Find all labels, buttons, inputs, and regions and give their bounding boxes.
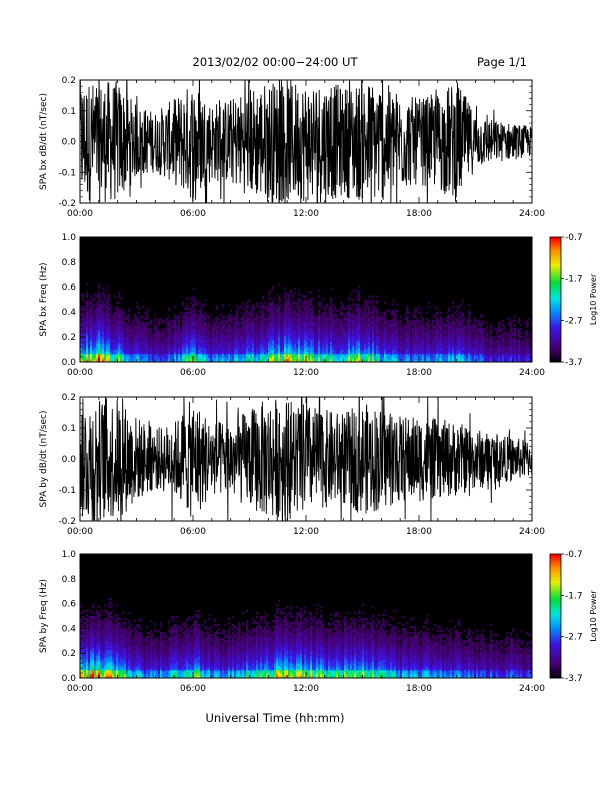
x-tick-label: 24:00 (519, 684, 545, 694)
y-axis-label: SPA by dB/dt (nT/sec) (39, 411, 49, 508)
y-tick-label: 0.8 (62, 258, 77, 268)
y-axis-label: SPA by Freq (Hz) (39, 579, 49, 653)
colorbar: -0.7 -1.7 -2.7 -3.7 Log10 Power (550, 550, 598, 684)
by-dbdt-panel: 0.2 0.1 0.0 -0.1 -0.2 SPA by dB/dt (nT/sec) 00… (39, 369, 545, 568)
x-axis-label: Universal Time (hh:mm) (205, 711, 344, 725)
x-tick-label: 18:00 (406, 527, 432, 537)
colorbar-tick-label: -0.7 (565, 550, 583, 560)
colorbar-tick-label: -3.7 (565, 674, 583, 684)
y-tick-label: 0.1 (62, 107, 76, 117)
x-tick-label: 18:00 (406, 209, 432, 219)
x-tick-label: 06:00 (180, 368, 206, 378)
colorbar: -0.7 -1.7 -2.7 -3.7 Log10 Power (550, 233, 598, 368)
x-tick-label: 24:00 (519, 209, 545, 219)
y-tick-label: 0.8 (62, 575, 77, 585)
y-tick-label: 0.4 (62, 624, 77, 634)
page-title: 2013/02/02 00:00−24:00 UT (193, 55, 359, 69)
x-tick-label: 12:00 (293, 209, 319, 219)
y-tick-label: 0.0 (62, 358, 77, 368)
by-spectrogram-panel: -0.7 -1.7 -2.7 -3.7 Log10 Power 1.0 0.8 0.6 0.4 0… (39, 550, 598, 694)
x-tick-label: 00:00 (67, 684, 93, 694)
x-tick-label: 24:00 (519, 527, 545, 537)
y-tick-label: -0.1 (58, 486, 76, 496)
colorbar-tick-label: -1.7 (565, 591, 583, 601)
colorbar-label: Log10 Power (589, 590, 598, 642)
bx-spectrogram-panel: -0.7 -1.7 -2.7 -3.7 Log10 Power 1.0 0.8 0.6 0.4 0… (39, 233, 598, 378)
x-tick-label: 12:00 (293, 368, 319, 378)
y-tick-label: 0.6 (62, 283, 77, 293)
x-tick-label: 06:00 (180, 527, 206, 537)
x-tick-label: 00:00 (67, 527, 93, 537)
page-number: Page 1/1 (477, 55, 527, 69)
y-tick-label: 0.0 (62, 138, 77, 148)
y-tick-label: -0.1 (58, 168, 76, 178)
y-tick-label: -0.2 (58, 199, 76, 209)
x-tick-label: 06:00 (180, 209, 206, 219)
colorbar-tick-label: -3.7 (565, 358, 583, 368)
y-axis-label: SPA bx Freq (Hz) (39, 262, 49, 336)
y-tick-label: 0.2 (62, 333, 76, 343)
y-tick-label: 0.0 (62, 674, 77, 684)
x-tick-label: 06:00 (180, 684, 206, 694)
y-axis-label: SPA bx dB/dt (nT/sec) (39, 93, 49, 190)
y-tick-label: 1.0 (62, 233, 77, 243)
x-tick-label: 00:00 (67, 368, 93, 378)
y-tick-label: 0.1 (62, 424, 76, 434)
colorbar-tick-label: -2.7 (565, 633, 583, 643)
x-tick-label: 18:00 (406, 684, 432, 694)
x-tick-label: 00:00 (67, 209, 93, 219)
y-tick-label: 1.0 (62, 550, 77, 560)
y-tick-label: 0.2 (62, 649, 76, 659)
colorbar-tick-label: -2.7 (565, 316, 583, 326)
x-tick-label: 18:00 (406, 368, 432, 378)
x-tick-label: 24:00 (519, 368, 545, 378)
y-tick-label: 0.2 (62, 76, 76, 86)
y-tick-label: 0.4 (62, 308, 77, 318)
y-tick-label: 0.6 (62, 600, 77, 610)
y-tick-label: 0.0 (62, 455, 77, 465)
y-tick-label: -0.2 (58, 517, 76, 527)
x-tick-label: 12:00 (293, 684, 319, 694)
colorbar-tick-label: -0.7 (565, 233, 583, 243)
y-tick-label: 0.2 (62, 393, 76, 403)
x-tick-label: 12:00 (293, 527, 319, 537)
colorbar-label: Log10 Power (589, 273, 598, 325)
colorbar-tick-label: -1.7 (565, 275, 583, 285)
